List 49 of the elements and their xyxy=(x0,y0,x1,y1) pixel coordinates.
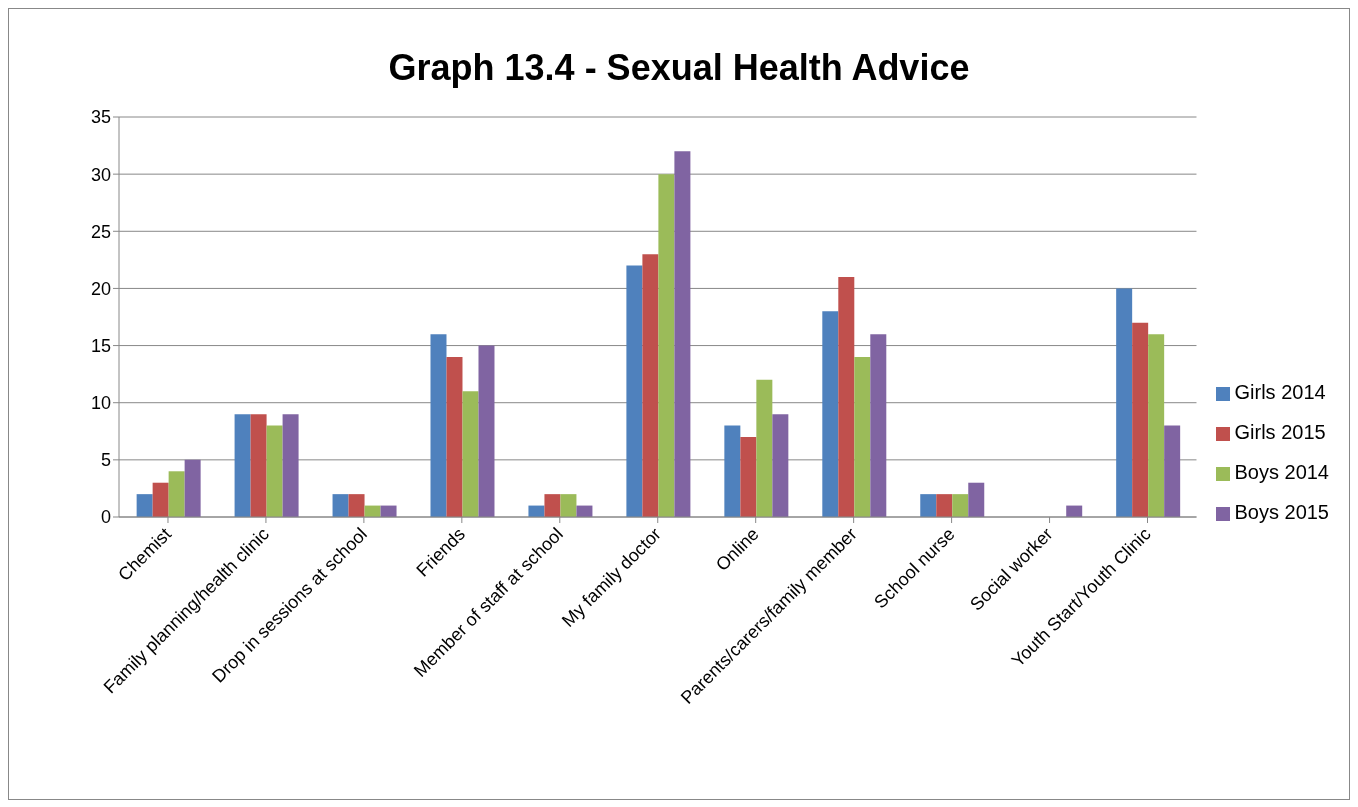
bar xyxy=(936,494,953,517)
bar xyxy=(168,471,185,517)
y-tick-label: 30 xyxy=(90,164,111,185)
chart-title: Graph 13.4 - Sexual Health Advice xyxy=(387,46,971,90)
bar xyxy=(1116,288,1133,517)
bar xyxy=(822,311,839,517)
y-tick-label: 5 xyxy=(100,450,111,471)
legend-label: Girls 2015 xyxy=(1234,421,1326,443)
legend-label: Boys 2015 xyxy=(1234,501,1329,523)
bar xyxy=(642,254,659,517)
bar xyxy=(740,437,757,517)
bar xyxy=(234,414,251,517)
bar xyxy=(952,494,969,517)
y-tick-label: 0 xyxy=(100,507,111,528)
bar xyxy=(136,494,153,517)
bar xyxy=(756,379,773,517)
y-tick-label: 25 xyxy=(90,221,111,242)
bar xyxy=(266,425,283,517)
y-tick-label: 35 xyxy=(90,107,111,128)
bar xyxy=(724,425,741,517)
y-tick-label: 20 xyxy=(90,278,111,299)
bar xyxy=(250,414,267,517)
bar xyxy=(1164,425,1181,517)
bar xyxy=(560,494,577,517)
bar xyxy=(1132,322,1149,517)
bar xyxy=(968,482,985,517)
bar xyxy=(462,391,479,517)
y-tick-label: 15 xyxy=(90,335,111,356)
bar xyxy=(870,334,887,517)
bar xyxy=(478,345,495,517)
bar xyxy=(332,494,349,517)
bar xyxy=(854,357,871,517)
bar xyxy=(1148,334,1165,517)
bar xyxy=(348,494,365,517)
bar xyxy=(152,482,169,517)
bar xyxy=(544,494,561,517)
legend-label: Girls 2014 xyxy=(1234,381,1326,403)
bar xyxy=(674,151,691,517)
bar xyxy=(772,414,789,517)
bar xyxy=(920,494,937,517)
bar xyxy=(658,174,675,517)
bar xyxy=(838,277,855,517)
legend-label: Boys 2014 xyxy=(1234,461,1329,483)
y-tick-label: 10 xyxy=(90,393,111,414)
bar xyxy=(282,414,299,517)
bar xyxy=(446,357,463,517)
bar xyxy=(184,459,201,517)
bar xyxy=(430,334,447,517)
bar xyxy=(626,265,643,517)
